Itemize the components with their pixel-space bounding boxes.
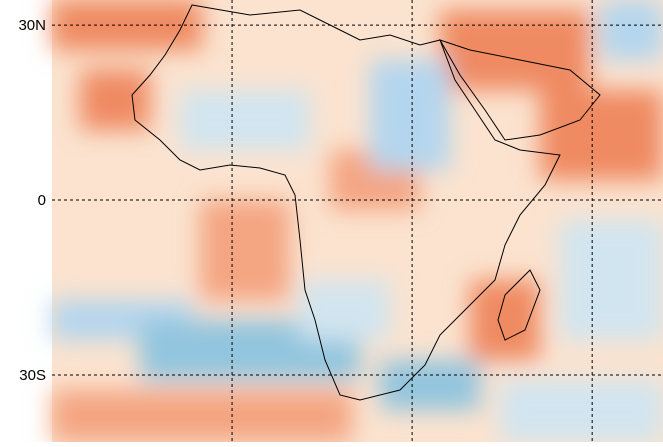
lat-tick-label: 30N	[18, 17, 46, 34]
lat-tick-label: 30S	[19, 367, 46, 384]
africa-outline	[131, 4, 561, 401]
madagascar-outline	[497, 269, 541, 341]
lat-tick-label: 0	[38, 192, 46, 209]
anomaly-field	[52, 0, 663, 442]
graticule: 30N030S030E60E	[18, 0, 663, 447]
arabia-outline	[438, 39, 601, 141]
coastlines	[131, 4, 601, 401]
